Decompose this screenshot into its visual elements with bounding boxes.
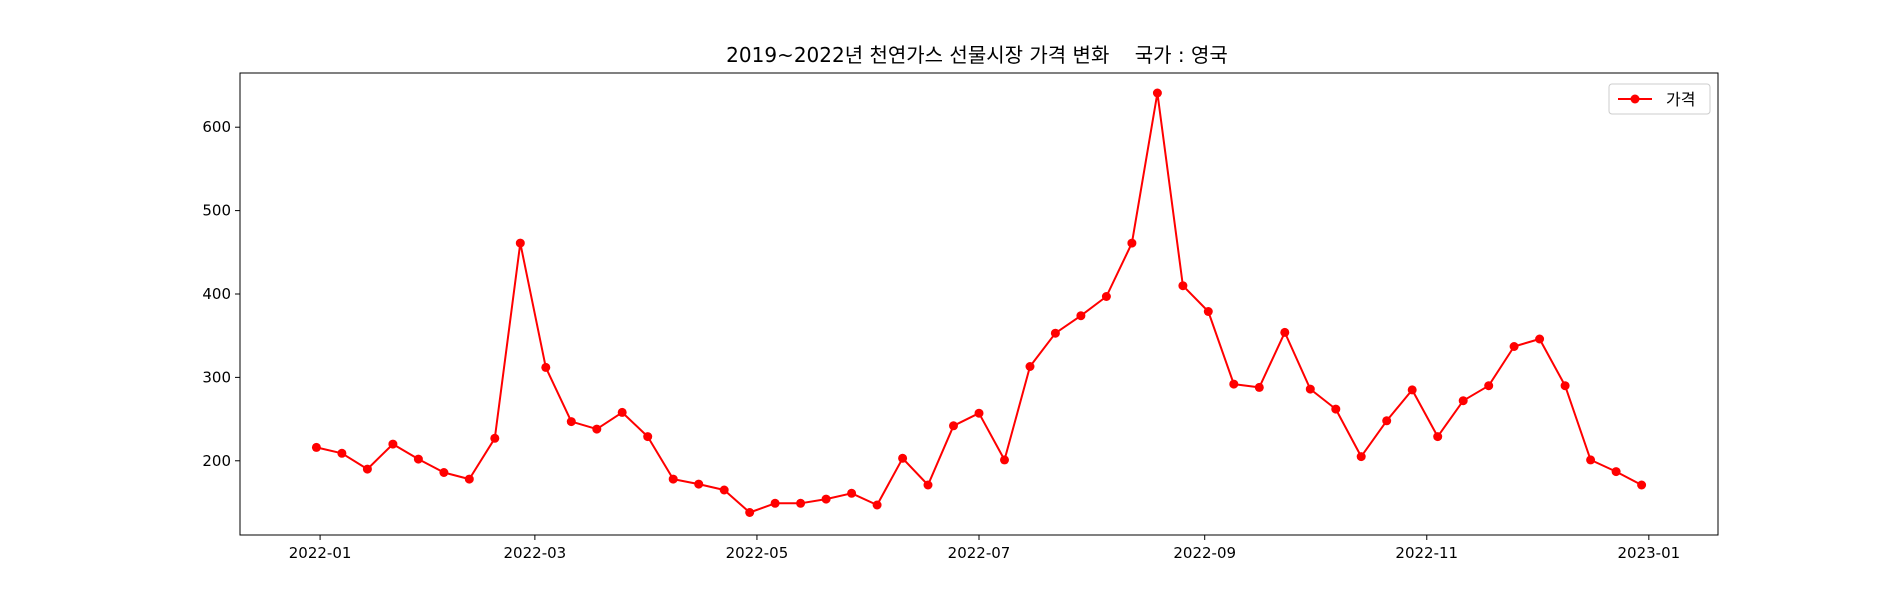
data-point bbox=[1152, 88, 1162, 98]
data-point bbox=[974, 408, 984, 418]
data-point bbox=[923, 480, 933, 490]
data-point bbox=[362, 464, 372, 474]
data-point bbox=[490, 433, 500, 443]
data-point bbox=[592, 424, 602, 434]
data-point bbox=[694, 479, 704, 489]
data-point bbox=[617, 407, 627, 417]
plot-area-frame bbox=[239, 72, 1719, 536]
legend-label: 가격 bbox=[1666, 90, 1695, 109]
data-point bbox=[1586, 455, 1596, 465]
data-point bbox=[1509, 342, 1519, 351]
data-point bbox=[1127, 238, 1137, 248]
data-point bbox=[464, 474, 474, 484]
data-point bbox=[1637, 480, 1647, 490]
data-point bbox=[1382, 416, 1392, 426]
data-point bbox=[1229, 379, 1239, 389]
chart-title: 2019~2022년 천연가스 선물시장 가격 변화 국가 : 영국 bbox=[726, 43, 1228, 67]
x-tick-label: 2022-01 bbox=[289, 544, 352, 562]
data-point bbox=[1025, 362, 1035, 371]
legend: 가격 bbox=[1608, 83, 1711, 115]
legend-marker-swatch bbox=[1630, 94, 1640, 104]
data-point bbox=[872, 500, 882, 510]
data-point bbox=[337, 448, 347, 458]
data-point bbox=[770, 498, 780, 508]
legend-box bbox=[1608, 83, 1711, 115]
x-tick-label: 2022-03 bbox=[504, 544, 567, 562]
data-point bbox=[949, 421, 958, 431]
x-tick-label: 2022-07 bbox=[948, 544, 1011, 562]
data-point bbox=[1101, 292, 1111, 301]
data-point bbox=[1280, 327, 1290, 337]
data-point bbox=[1356, 452, 1366, 462]
data-point bbox=[413, 454, 423, 464]
y-tick-label: 200 bbox=[202, 452, 231, 470]
data-point bbox=[1076, 311, 1086, 321]
data-point bbox=[643, 432, 653, 442]
data-point bbox=[1407, 385, 1417, 395]
data-point bbox=[821, 494, 831, 504]
data-point bbox=[847, 488, 857, 498]
data-point bbox=[1331, 404, 1341, 414]
data-point bbox=[745, 508, 755, 517]
data-point bbox=[311, 442, 321, 452]
data-point bbox=[668, 474, 678, 484]
data-point bbox=[1560, 381, 1570, 391]
data-point bbox=[1000, 455, 1009, 465]
data-point bbox=[515, 238, 525, 248]
data-point bbox=[1433, 432, 1443, 442]
y-tick-label: 500 bbox=[202, 202, 231, 220]
data-point bbox=[541, 362, 551, 372]
data-point bbox=[796, 498, 806, 508]
y-tick-label: 300 bbox=[202, 368, 231, 386]
y-tick-label: 400 bbox=[202, 285, 231, 303]
data-point bbox=[1535, 334, 1545, 344]
series-line bbox=[316, 92, 1643, 514]
axis-ticks: 2022-01 2022-03 2022-05 2022-07 2022-09 2022-… bbox=[202, 118, 1680, 562]
data-point bbox=[1203, 307, 1213, 316]
data-point bbox=[1305, 384, 1315, 394]
y-tick-label: 600 bbox=[202, 118, 231, 136]
data-point bbox=[1050, 328, 1060, 338]
data-point bbox=[439, 468, 449, 477]
data-point bbox=[719, 485, 729, 495]
data-point bbox=[1254, 382, 1264, 392]
data-point bbox=[898, 453, 908, 463]
x-tick-label: 2022-11 bbox=[1395, 544, 1458, 562]
series-layer bbox=[311, 88, 1647, 517]
data-point bbox=[388, 439, 398, 449]
x-tick-label: 2022-09 bbox=[1173, 544, 1236, 562]
data-point bbox=[566, 417, 576, 427]
x-tick-label: 2022-05 bbox=[726, 544, 789, 562]
data-point bbox=[1611, 467, 1621, 477]
data-point bbox=[1458, 396, 1468, 406]
data-point bbox=[1178, 281, 1188, 291]
x-tick-label: 2023-01 bbox=[1617, 544, 1680, 562]
data-point bbox=[1484, 381, 1494, 391]
